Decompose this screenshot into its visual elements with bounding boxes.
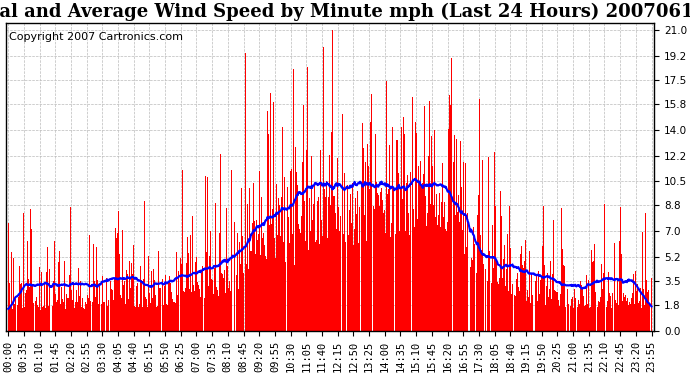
Title: Actual and Average Wind Speed by Minute mph (Last 24 Hours) 20070618: Actual and Average Wind Speed by Minute … <box>0 3 690 21</box>
Text: Copyright 2007 Cartronics.com: Copyright 2007 Cartronics.com <box>9 32 183 42</box>
